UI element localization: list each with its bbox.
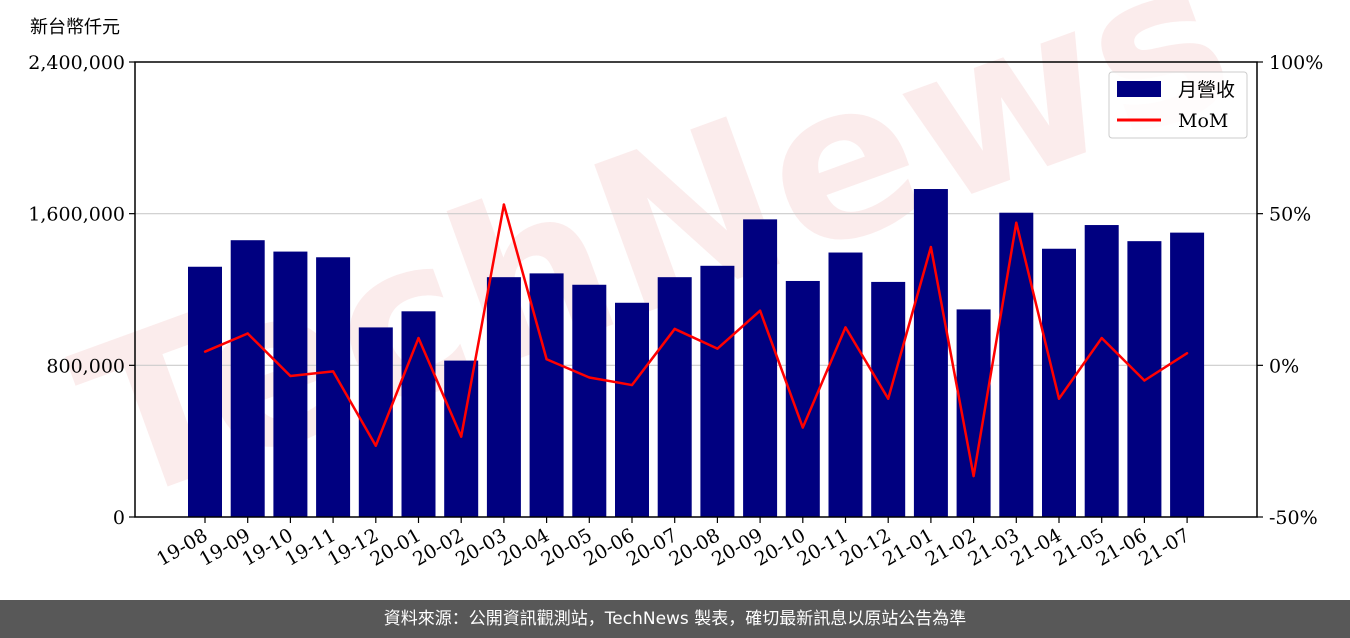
left-tick-label: 2,400,000 xyxy=(28,52,125,74)
mom-point xyxy=(1143,379,1146,382)
mom-point xyxy=(1185,352,1189,355)
chart-area: TechNews 0 800,000 1,600,000 2,400,000 -50%… xyxy=(28,0,1323,571)
revenue-bar xyxy=(529,273,564,517)
mom-point xyxy=(844,326,847,329)
mom-point xyxy=(1015,221,1018,224)
mom-line xyxy=(203,203,1189,478)
revenue-bar xyxy=(1170,232,1205,517)
revenue-bar xyxy=(913,189,948,518)
mom-point xyxy=(460,435,463,438)
legend-bar-label: 月營收 xyxy=(1178,79,1235,101)
revenue-bar xyxy=(657,277,692,517)
mom-point xyxy=(289,374,292,378)
mom-point xyxy=(588,376,591,379)
mom-point xyxy=(246,332,249,335)
right-tick-label: 0% xyxy=(1269,355,1299,377)
revenue-bar xyxy=(444,360,479,517)
mom-point xyxy=(801,426,804,429)
mom-point xyxy=(1057,397,1061,400)
revenue-bar xyxy=(743,219,778,517)
revenue-bar xyxy=(486,277,521,517)
mom-point xyxy=(203,350,207,353)
mom-point xyxy=(758,309,762,312)
revenue-bar xyxy=(615,302,649,517)
mom-point xyxy=(1100,336,1103,340)
mom-series-line xyxy=(204,203,1188,478)
revenue-bar xyxy=(188,266,222,517)
revenue-bar xyxy=(1084,225,1119,517)
legend: 月營收 MoM xyxy=(1108,71,1248,139)
legend-bar-swatch xyxy=(1117,81,1161,97)
revenue-bar xyxy=(401,311,436,517)
left-tick-label: 0 xyxy=(113,507,125,529)
mom-point xyxy=(673,327,676,331)
mom-point xyxy=(716,347,719,350)
right-tick-label: 50% xyxy=(1269,204,1311,226)
mom-point xyxy=(417,336,420,340)
revenue-bar xyxy=(572,284,607,517)
revenue-bar xyxy=(230,240,265,518)
revenue-bar xyxy=(273,251,308,518)
y-unit-label: 新台幣仟元 xyxy=(30,17,120,38)
mom-point xyxy=(972,474,975,478)
left-tick-label: 800,000 xyxy=(46,355,125,377)
mom-point xyxy=(331,370,335,373)
revenue-bar xyxy=(358,327,393,517)
mom-point xyxy=(887,397,890,400)
revenue-bar xyxy=(316,257,351,517)
revenue-bar xyxy=(999,212,1034,517)
revenue-bars xyxy=(188,189,1205,518)
x-axis: 19-0819-0919-1019-1119-1220-0120-0220-03… xyxy=(153,517,1194,571)
revenue-bar xyxy=(828,252,863,517)
mom-point xyxy=(929,245,933,249)
plot-frame xyxy=(134,61,1258,518)
legend-line-label: MoM xyxy=(1178,110,1228,132)
right-axis: -50% 0% 50% 100% xyxy=(1257,52,1323,529)
left-tick-label: 1,600,000 xyxy=(28,204,125,226)
mom-point xyxy=(545,358,548,361)
mom-point xyxy=(374,444,377,447)
source-footer: 資料來源：公開資訊觀測站，TechNews 製表，確切最新訊息以原站公告為準 xyxy=(0,600,1350,638)
mom-point xyxy=(630,383,634,387)
right-tick-label: -50% xyxy=(1269,507,1318,529)
left-axis: 0 800,000 1,600,000 2,400,000 xyxy=(28,52,135,529)
revenue-bar xyxy=(700,265,735,517)
right-tick-label: 100% xyxy=(1269,52,1323,74)
mom-point xyxy=(502,203,506,206)
